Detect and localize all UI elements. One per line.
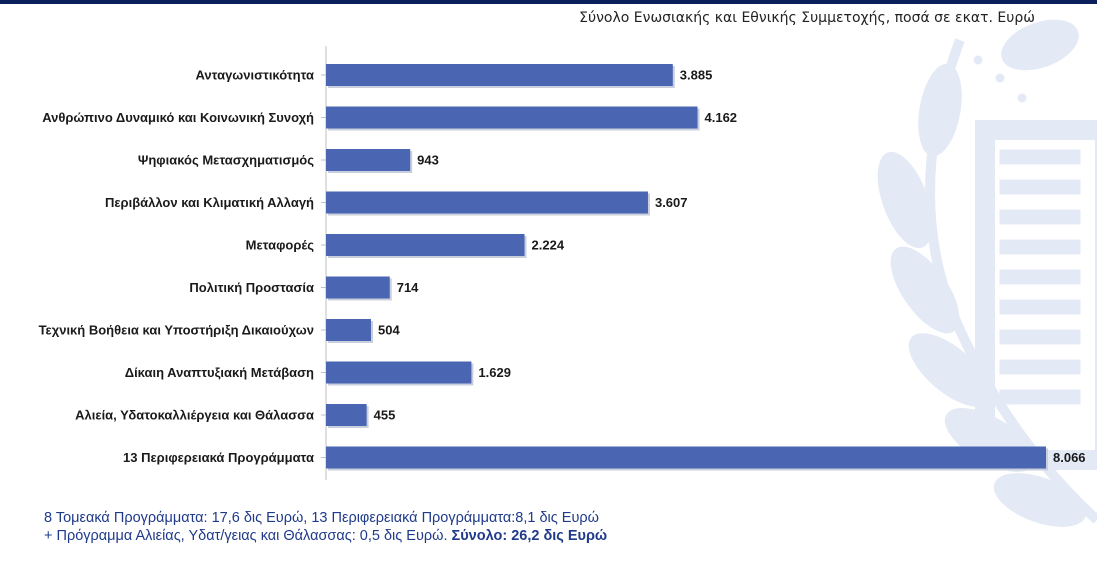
data-label: 3.607 [655, 195, 688, 210]
category-label: Ανθρώπινο Δυναμικό και Κοινωνική Συνοχή [42, 110, 314, 125]
data-label: 3.885 [680, 68, 713, 83]
bar [326, 106, 698, 129]
bar-chart: Ανταγωνιστικότητα 3.885 Ανθρώπινο Δυναμικό… [39, 46, 1086, 480]
footnote: 8 Τομεακά Προγράμματα: 17,6 δις Ευρώ, 13… [44, 509, 607, 545]
bar [326, 149, 411, 171]
chart-subtitle: Σύνολο Ενωσιακής και Εθνικής Συμμετοχής,… [579, 10, 1035, 26]
bar [326, 234, 525, 256]
data-label: 2.224 [532, 238, 565, 253]
footnote-line-2-text: + Πρόγραμμα Αλιείας, Υδατ/γειας και Θάλα… [44, 528, 452, 544]
data-label: 714 [397, 280, 419, 295]
category-label: Περιβάλλον και Κλιματική Αλλαγή [105, 195, 314, 210]
footnote-total: Σύνολο: 26,2 δις Ευρώ [451, 528, 608, 544]
data-label: 4.162 [705, 110, 738, 125]
category-label: Δίκαιη Αναπτυξιακή Μετάβαση [125, 365, 314, 380]
data-label: 8.066 [1053, 450, 1086, 465]
data-label: 504 [378, 323, 400, 338]
category-label: 13 Περιφερειακά Προγράμματα [123, 450, 314, 465]
footnote-line-2: + Πρόγραμμα Αλιείας, Υδατ/γειας και Θάλα… [44, 527, 607, 545]
footnote-line-1: 8 Τομεακά Προγράμματα: 17,6 δις Ευρώ, 13… [44, 510, 599, 526]
category-label: Τεχνική Βοήθεια και Υποστήριξη Δικαιούχω… [39, 323, 314, 338]
bar [326, 446, 1046, 469]
category-label: Πολιτική Προστασία [189, 280, 314, 295]
header-bar [0, 0, 1097, 4]
category-label: Ανταγωνιστικότητα [196, 68, 315, 83]
bar [326, 191, 648, 214]
bar [326, 64, 673, 86]
data-label: 1.629 [478, 365, 511, 380]
category-label: Αλιεία, Υδατοκαλλιέργεια και Θάλασσα [75, 408, 314, 423]
category-label: Μεταφορές [246, 238, 315, 253]
bar [326, 276, 390, 299]
bar [326, 404, 367, 426]
category-label: Ψηφιακός Μετασχηματισμός [138, 153, 314, 168]
data-label: 943 [417, 153, 439, 168]
bar [326, 361, 472, 384]
data-label: 455 [374, 408, 396, 423]
bar [326, 319, 371, 341]
